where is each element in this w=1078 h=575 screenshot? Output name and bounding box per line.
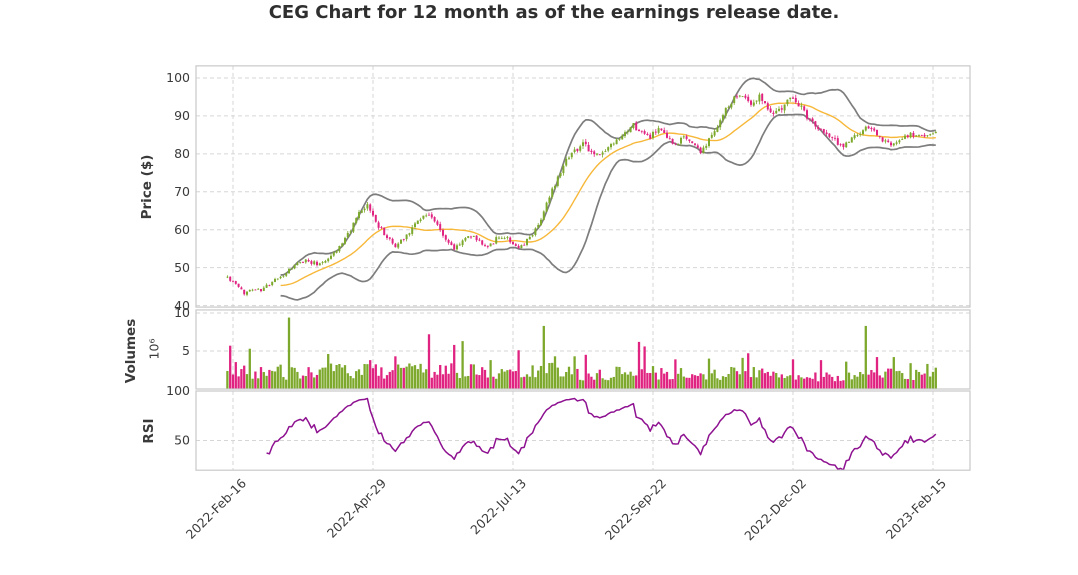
svg-text:100: 100 — [166, 70, 190, 85]
volume-bars — [226, 317, 937, 389]
svg-text:2022-Apr-29: 2022-Apr-29 — [324, 475, 389, 540]
chart-title: CEG Chart for 12 month as of the earning… — [268, 2, 840, 23]
bollinger-lower-line — [280, 113, 936, 301]
rsi-line — [266, 397, 937, 471]
svg-text:2022-Feb-16: 2022-Feb-16 — [183, 475, 249, 541]
svg-text:100: 100 — [166, 383, 190, 398]
svg-text:40: 40 — [174, 298, 190, 313]
svg-text:2023-Feb-15: 2023-Feb-15 — [883, 476, 949, 542]
candlesticks — [226, 92, 937, 297]
svg-text:5: 5 — [182, 343, 190, 358]
svg-text:50: 50 — [174, 433, 190, 448]
bollinger-upper-line — [280, 77, 937, 276]
svg-text:80: 80 — [174, 146, 190, 161]
sma-line — [280, 102, 936, 287]
svg-text:2022-Jul-13: 2022-Jul-13 — [467, 476, 529, 538]
svg-text:2022-Dec-02: 2022-Dec-02 — [741, 476, 809, 544]
svg-text:50: 50 — [174, 260, 190, 275]
bollinger-bands — [280, 77, 937, 301]
x-tick-labels: 2022-Feb-16 2022-Apr-29 2022-Jul-13 2022-Se… — [183, 475, 949, 543]
svg-text:60: 60 — [174, 222, 190, 237]
svg-text:10: 10 — [174, 305, 190, 320]
panel-spines — [195, 65, 971, 471]
svg-text:2022-Sep-22: 2022-Sep-22 — [602, 476, 669, 543]
svg-text:90: 90 — [174, 108, 190, 123]
svg-text:70: 70 — [174, 184, 190, 199]
